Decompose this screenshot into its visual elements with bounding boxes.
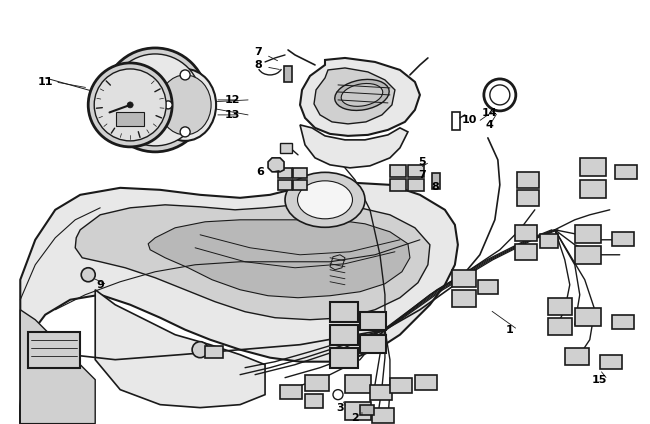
Bar xyxy=(540,234,558,248)
Bar xyxy=(116,112,144,126)
Bar xyxy=(615,165,637,179)
Bar xyxy=(548,298,572,315)
Bar xyxy=(293,168,307,178)
Bar xyxy=(278,180,292,190)
Bar xyxy=(548,318,572,335)
Text: 11: 11 xyxy=(38,77,53,87)
Text: 7: 7 xyxy=(418,170,426,180)
Bar xyxy=(372,407,394,423)
Bar xyxy=(575,246,601,264)
Bar xyxy=(612,315,634,329)
Circle shape xyxy=(333,390,343,400)
Bar xyxy=(28,332,80,368)
Bar xyxy=(360,335,386,353)
Bar xyxy=(284,66,292,82)
Bar xyxy=(390,179,406,191)
Ellipse shape xyxy=(341,84,383,106)
Circle shape xyxy=(103,48,207,152)
Bar xyxy=(370,385,392,400)
Polygon shape xyxy=(268,158,284,172)
Circle shape xyxy=(88,63,172,147)
Text: 7: 7 xyxy=(254,47,262,57)
Text: 9: 9 xyxy=(96,280,104,290)
Bar xyxy=(408,165,424,177)
Text: 13: 13 xyxy=(224,110,240,120)
Circle shape xyxy=(484,79,516,111)
Bar xyxy=(452,290,476,307)
Polygon shape xyxy=(314,68,395,124)
Bar xyxy=(452,112,460,130)
Bar xyxy=(293,180,307,190)
Bar xyxy=(330,348,358,368)
Polygon shape xyxy=(95,290,265,407)
Text: 5: 5 xyxy=(418,157,426,167)
Bar xyxy=(330,325,358,345)
Bar xyxy=(390,378,412,393)
Text: 6: 6 xyxy=(256,167,264,177)
Text: 1: 1 xyxy=(506,325,514,335)
Bar xyxy=(452,270,476,287)
Bar xyxy=(280,385,302,399)
Circle shape xyxy=(180,70,190,80)
Ellipse shape xyxy=(154,69,216,141)
Bar xyxy=(515,244,537,260)
Bar xyxy=(415,375,437,390)
Polygon shape xyxy=(300,125,408,168)
Ellipse shape xyxy=(159,75,211,135)
Polygon shape xyxy=(300,58,420,136)
Bar xyxy=(432,173,440,189)
Bar xyxy=(360,404,374,415)
Ellipse shape xyxy=(298,181,352,219)
Circle shape xyxy=(94,69,166,141)
Bar xyxy=(580,158,606,176)
Circle shape xyxy=(109,54,201,146)
Text: 15: 15 xyxy=(592,375,608,385)
Text: 3: 3 xyxy=(336,403,344,413)
Bar xyxy=(600,355,622,369)
Ellipse shape xyxy=(285,172,365,227)
Bar xyxy=(575,308,601,326)
Bar xyxy=(305,375,329,391)
Bar xyxy=(345,402,371,420)
Bar xyxy=(515,225,537,241)
Text: 12: 12 xyxy=(224,95,240,105)
Polygon shape xyxy=(330,255,345,270)
Bar xyxy=(278,168,292,178)
Circle shape xyxy=(490,85,510,105)
Bar xyxy=(345,375,371,393)
Text: 2: 2 xyxy=(351,413,359,423)
Bar xyxy=(205,346,223,358)
Text: 8: 8 xyxy=(254,60,262,70)
Bar xyxy=(408,179,424,191)
Bar xyxy=(478,280,498,294)
Bar xyxy=(612,232,634,246)
Text: 8: 8 xyxy=(431,182,439,192)
Text: 14: 14 xyxy=(482,108,498,118)
Text: 4: 4 xyxy=(486,120,494,130)
Circle shape xyxy=(164,101,172,109)
Circle shape xyxy=(81,268,95,282)
Bar xyxy=(330,302,358,322)
Text: 10: 10 xyxy=(462,115,478,125)
Ellipse shape xyxy=(335,79,389,110)
Bar xyxy=(580,180,606,198)
Circle shape xyxy=(180,127,190,137)
Polygon shape xyxy=(20,183,458,424)
Polygon shape xyxy=(148,220,410,298)
Bar xyxy=(360,312,386,330)
Bar xyxy=(565,348,589,365)
Bar xyxy=(390,165,406,177)
Bar xyxy=(517,172,539,188)
Bar xyxy=(280,143,292,153)
Bar xyxy=(305,393,323,407)
Bar xyxy=(517,190,539,206)
Polygon shape xyxy=(20,310,95,424)
Circle shape xyxy=(127,102,133,108)
Bar xyxy=(575,225,601,243)
Polygon shape xyxy=(75,205,430,320)
Circle shape xyxy=(192,342,208,358)
